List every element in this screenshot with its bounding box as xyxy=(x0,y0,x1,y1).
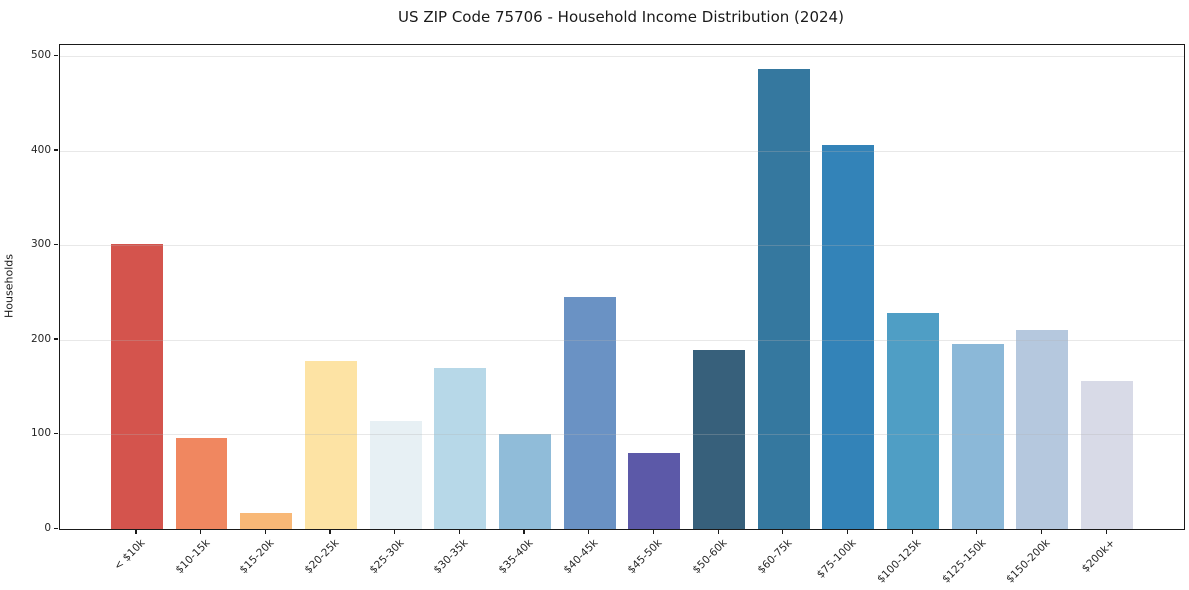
x-tick-mark xyxy=(1040,529,1043,534)
x-tick-label: $30-35k xyxy=(431,537,471,577)
x-tick-mark xyxy=(911,529,913,534)
x-tick-mark xyxy=(264,529,267,534)
bar-$60-75k xyxy=(757,68,810,529)
chart-title: US ZIP Code 75706 - Household Income Dis… xyxy=(398,8,844,26)
x-tick-label: $25-30k xyxy=(367,537,407,577)
y-tick-mark xyxy=(54,243,58,246)
y-tick-label: 400 xyxy=(30,143,51,156)
bar-$100-125k xyxy=(887,312,939,529)
bar-$30-35k xyxy=(434,368,487,529)
y-tick-label: 0 xyxy=(44,522,51,534)
bar-$10-15k xyxy=(175,438,228,529)
x-tick-mark xyxy=(782,529,784,534)
y-tick-mark xyxy=(54,149,58,151)
gridline xyxy=(60,56,1184,58)
x-tick-mark xyxy=(717,529,719,534)
x-tick-label: $40-45k xyxy=(561,537,601,577)
bar-$200k+ xyxy=(1081,380,1133,529)
y-tick-label: 100 xyxy=(30,427,51,440)
gridline xyxy=(60,339,1184,341)
x-tick-mark xyxy=(1105,529,1107,534)
bar-$50-60k xyxy=(693,350,745,529)
bar-$150-200k xyxy=(1016,329,1069,529)
x-tick-label: $50-60k xyxy=(690,537,730,577)
y-tick-label: 200 xyxy=(30,332,51,345)
x-tick-mark xyxy=(200,529,202,534)
y-tick-mark xyxy=(54,432,58,435)
gridline xyxy=(60,150,1184,152)
y-tick-label: 500 xyxy=(30,49,51,62)
x-tick-mark xyxy=(976,529,978,534)
x-tick-mark xyxy=(394,529,396,534)
x-tick-label: $10-15k xyxy=(173,537,213,577)
x-tick-mark xyxy=(458,529,461,534)
y-tick-mark xyxy=(54,527,58,529)
bar-$15-20k xyxy=(240,512,293,529)
y-tick-label: 300 xyxy=(30,238,51,251)
bar-$25-30k xyxy=(369,421,422,529)
bar-$20-25k xyxy=(305,360,357,529)
x-tick-label: $45-50k xyxy=(625,537,665,577)
y-axis-label: Households xyxy=(2,254,16,318)
x-tick-label: $200k+ xyxy=(1079,537,1118,575)
bar-$75-100k xyxy=(822,145,875,529)
y-tick-mark xyxy=(54,338,58,340)
x-tick-mark xyxy=(846,529,849,534)
bar-$125-150k xyxy=(951,343,1004,529)
bar-< $10k xyxy=(111,243,163,529)
x-tick-label: $125-150k xyxy=(939,537,989,586)
x-tick-mark xyxy=(135,529,137,534)
x-tick-label: $20-25k xyxy=(302,537,342,577)
x-tick-mark xyxy=(329,529,331,534)
x-tick-mark xyxy=(588,529,590,534)
x-tick-mark xyxy=(523,529,525,534)
bar-$45-50k xyxy=(628,453,681,529)
bar-$40-45k xyxy=(563,297,616,529)
x-tick-label: $150-200k xyxy=(1004,537,1053,586)
x-tick-label: < $10k xyxy=(111,537,148,573)
x-tick-label: $15-20k xyxy=(237,537,277,577)
x-tick-label: $60-75k xyxy=(755,537,795,577)
y-tick-mark xyxy=(54,54,58,57)
gridline xyxy=(60,434,1184,436)
x-tick-label: $35-40k xyxy=(496,537,536,577)
x-tick-label: $75-100k xyxy=(815,537,859,581)
bar-$35-40k xyxy=(499,433,551,529)
gridline xyxy=(60,245,1184,247)
x-tick-label: $100-125k xyxy=(874,537,924,586)
x-tick-mark xyxy=(652,529,655,534)
plot-area xyxy=(59,44,1185,530)
